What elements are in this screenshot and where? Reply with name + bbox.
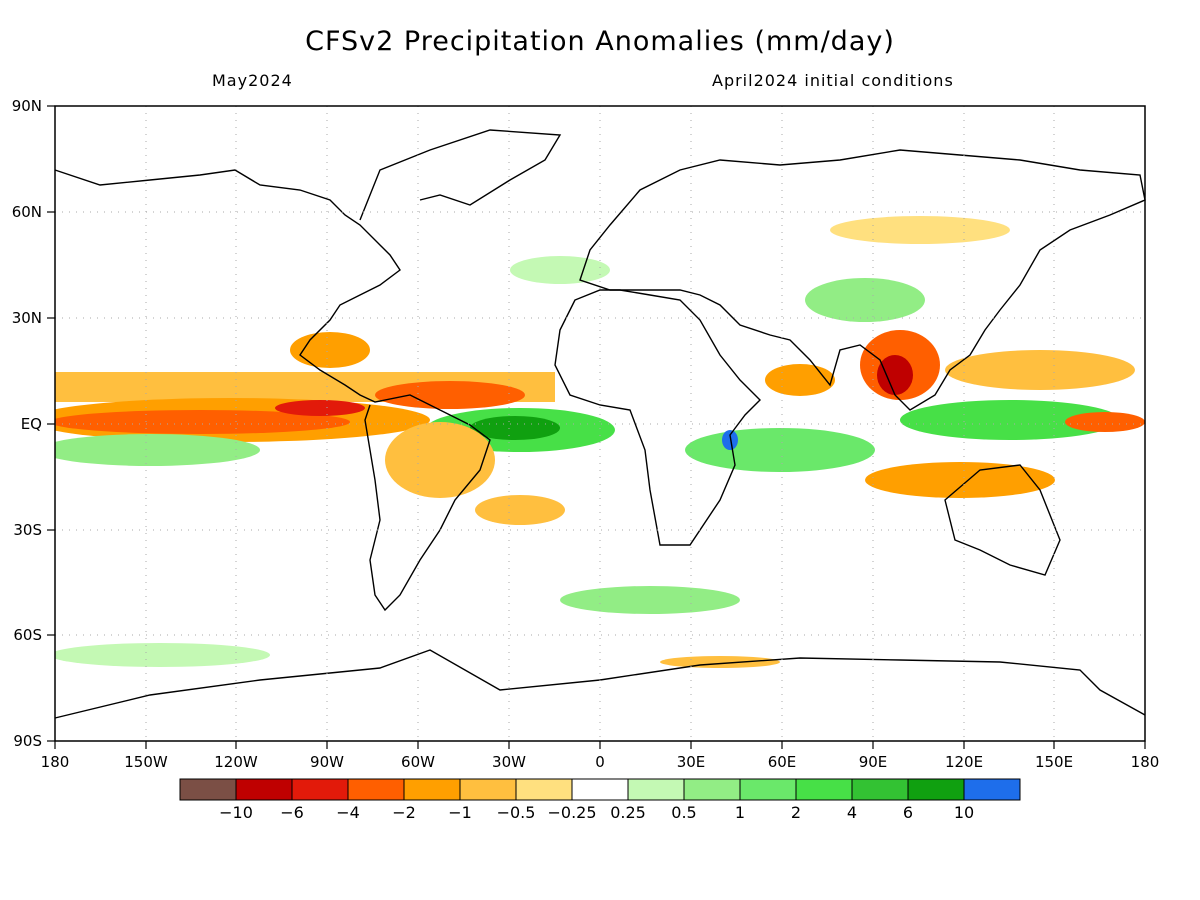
anomaly-region — [660, 656, 780, 668]
lat-tick-label: EQ — [21, 415, 42, 433]
legend-label: 1 — [735, 803, 745, 822]
legend-swatch — [235, 778, 293, 801]
lon-tick-label: 180 — [41, 753, 70, 771]
anomaly-region — [55, 410, 350, 434]
longitude-labels: 180 150W 120W 90W 60W 30W 0 30E 60E 90E … — [41, 753, 1160, 771]
anomaly-region — [275, 400, 365, 416]
legend-swatch — [963, 778, 1021, 801]
legend-label: 2 — [791, 803, 801, 822]
greenland-coastline — [359, 129, 562, 221]
gridlines — [55, 106, 1145, 741]
legend-label: 0.5 — [671, 803, 696, 822]
legend-label: 0.25 — [610, 803, 646, 822]
legend-swatch — [683, 778, 741, 801]
anomaly-region — [685, 428, 875, 472]
africa-coastline — [554, 289, 761, 546]
lat-tick-label: 30S — [13, 521, 42, 539]
anomaly-region — [475, 495, 565, 525]
legend-swatch — [515, 778, 573, 801]
lon-tick-label: 30W — [492, 753, 526, 771]
legend-swatch — [347, 778, 405, 801]
legend-swatch — [403, 778, 461, 801]
anomaly-region — [375, 381, 525, 409]
legend-swatch — [179, 778, 237, 801]
anomaly-region — [290, 332, 370, 368]
lon-tick-label: 150E — [1035, 753, 1073, 771]
anomaly-region — [945, 350, 1135, 390]
anomaly-region — [55, 434, 260, 466]
americas-coastline — [54, 169, 491, 612]
antarctica-coastline — [54, 649, 1146, 719]
legend-label: −4 — [336, 803, 360, 822]
legend-swatch — [795, 778, 853, 801]
lat-tick-label: 30N — [12, 309, 42, 327]
anomaly-region — [470, 416, 560, 440]
anomaly-region — [560, 586, 740, 614]
lon-tick-label: 120W — [214, 753, 258, 771]
anomaly-region — [877, 355, 913, 395]
lat-tick-label: 60S — [13, 626, 42, 644]
anomaly-region — [900, 400, 1120, 440]
anomaly-region — [765, 364, 835, 396]
anomaly-region — [1065, 412, 1145, 432]
lon-tick-label: 180 — [1131, 753, 1160, 771]
lat-tick-label: 90S — [13, 732, 42, 750]
lon-tick-label: 0 — [595, 753, 605, 771]
legend-label: −0.25 — [547, 803, 596, 822]
anomaly-region — [722, 430, 738, 450]
australia-coastline — [944, 464, 1061, 576]
anomaly-region — [55, 643, 270, 667]
latitude-labels: 90N 60N 30N EQ 30S 60S 90S — [12, 97, 42, 750]
lon-tick-label: 30E — [677, 753, 706, 771]
legend-swatch — [627, 778, 685, 801]
legend-label: −1 — [448, 803, 472, 822]
legend-swatch — [851, 778, 909, 801]
valid-month-label: May2024 — [212, 71, 293, 90]
anomaly-region — [510, 256, 610, 284]
lon-tick-label: 90E — [859, 753, 888, 771]
anomaly-region — [830, 216, 1010, 244]
legend-swatch — [571, 778, 629, 801]
lat-tick-label: 60N — [12, 203, 42, 221]
lon-tick-label: 90W — [310, 753, 344, 771]
legend-label: 6 — [903, 803, 913, 822]
anomaly-region — [385, 422, 495, 498]
legend-label: −0.5 — [497, 803, 536, 822]
lon-tick-label: 150W — [124, 753, 168, 771]
legend-label: 10 — [954, 803, 974, 822]
color-legend: −10 −6 −4 −2 −1 −0.5 −0.25 0.25 0.5 1 2 4 6 10 — [179, 778, 1021, 822]
eurasia-coastline — [579, 149, 1146, 411]
lon-tick-label: 60W — [401, 753, 435, 771]
anomaly-region — [865, 462, 1055, 498]
legend-label: −10 — [219, 803, 253, 822]
lon-tick-label: 60E — [768, 753, 797, 771]
coastlines — [54, 129, 1146, 719]
tick-marks — [47, 105, 1146, 749]
anomaly-region — [805, 278, 925, 322]
chart-title: CFSv2 Precipitation Anomalies (mm/day) — [305, 26, 895, 57]
legend-label: 4 — [847, 803, 857, 822]
anomaly-field — [55, 216, 1145, 668]
legend-swatch — [907, 778, 965, 801]
lon-tick-label: 120E — [945, 753, 983, 771]
lat-tick-label: 90N — [12, 97, 42, 115]
initial-conditions-label: April2024 initial conditions — [712, 71, 954, 90]
legend-swatch — [459, 778, 517, 801]
legend-label: −2 — [392, 803, 416, 822]
legend-label: −6 — [280, 803, 304, 822]
legend-swatch — [739, 778, 797, 801]
legend-swatch — [291, 778, 349, 801]
